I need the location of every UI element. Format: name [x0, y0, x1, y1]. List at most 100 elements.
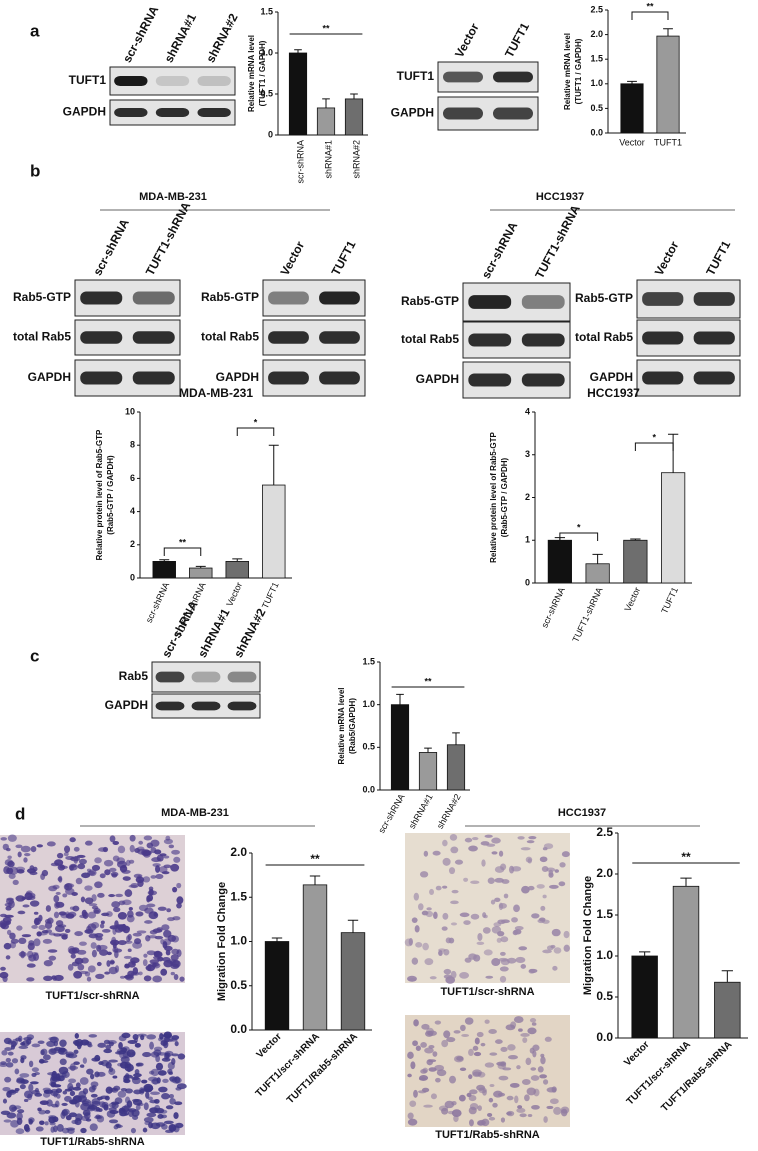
- cell: [0, 1110, 11, 1115]
- cell: [14, 1068, 20, 1075]
- cell: [527, 1114, 533, 1118]
- cell: [478, 1087, 487, 1094]
- error-bar: [294, 49, 302, 53]
- cell: [3, 1119, 12, 1123]
- cell: [454, 859, 464, 865]
- cell: [527, 1027, 537, 1035]
- cell: [434, 1020, 442, 1025]
- cell: [459, 912, 470, 918]
- error-bar: [667, 433, 679, 473]
- blot-band: [191, 701, 221, 711]
- cell: [540, 1056, 546, 1065]
- blot-band: [114, 108, 148, 117]
- cell: [64, 1088, 73, 1092]
- cell: [491, 958, 501, 967]
- row-label: total Rab5: [575, 330, 633, 344]
- cell: [146, 895, 151, 903]
- cell: [45, 929, 53, 934]
- cell: [73, 846, 80, 852]
- cell: [151, 1079, 159, 1085]
- y-tick-label: 0.5: [590, 103, 603, 113]
- cell: [563, 930, 570, 939]
- blot-band: [155, 671, 185, 683]
- cell: [494, 897, 501, 903]
- cell: [31, 952, 39, 956]
- blot-band: [443, 71, 483, 83]
- cell: [449, 1075, 457, 1084]
- cell: [148, 889, 154, 896]
- cell: [170, 971, 175, 976]
- cell: [96, 944, 102, 952]
- cell: [149, 959, 160, 964]
- cell: [473, 954, 481, 962]
- cell: [126, 1049, 136, 1058]
- cell: [114, 1097, 123, 1105]
- cell: [65, 1051, 75, 1056]
- cell: [17, 910, 26, 915]
- cell: [143, 953, 148, 958]
- cell: [142, 1052, 152, 1058]
- significance-label: *: [577, 522, 581, 532]
- cell: [40, 1049, 45, 1056]
- cell: [130, 957, 140, 964]
- cell: [413, 1019, 419, 1027]
- error-bar: [627, 80, 637, 84]
- cell: [461, 1033, 470, 1037]
- y-axis-label: Relative mRNA level: [247, 35, 256, 112]
- cell: [23, 1098, 29, 1103]
- cell: [551, 928, 561, 937]
- cell: [123, 1104, 131, 1112]
- cell: [11, 1038, 18, 1046]
- cell: [511, 917, 518, 923]
- cell: [108, 1102, 117, 1108]
- x-tick-label: Vector: [622, 586, 642, 613]
- cell: [156, 854, 164, 862]
- cell: [99, 949, 109, 956]
- cell: [133, 1089, 142, 1095]
- cell: [82, 1088, 89, 1095]
- cell: [2, 1087, 11, 1092]
- cell: [155, 1062, 164, 1071]
- cell: [522, 1037, 528, 1044]
- cell: [143, 1102, 149, 1111]
- cell: [174, 1041, 179, 1047]
- micrograph-caption: TUFT1/Rab5-shRNA: [40, 1136, 145, 1148]
- cell: [6, 929, 12, 936]
- cell: [18, 1045, 29, 1049]
- cell: [175, 1087, 182, 1091]
- cell: [11, 1058, 19, 1064]
- cell: [449, 833, 458, 841]
- cell: [453, 1030, 461, 1034]
- cell: [52, 1084, 62, 1088]
- cell: [57, 1048, 68, 1055]
- cell: [111, 873, 118, 878]
- cell: [142, 1127, 148, 1133]
- cell: [58, 875, 63, 883]
- x-tick-label: Vector: [224, 581, 244, 608]
- cell: [438, 948, 446, 952]
- x-tick-label: TUFT1: [654, 137, 682, 147]
- cell: [57, 1075, 65, 1082]
- cell: [483, 914, 488, 919]
- cell: [27, 1093, 33, 1101]
- cell: [91, 949, 97, 958]
- cell: [77, 963, 85, 971]
- cell: [72, 1086, 82, 1091]
- cell: [560, 1108, 568, 1117]
- bar: [264, 941, 290, 1031]
- cell: [163, 838, 173, 845]
- cell: [54, 1100, 60, 1108]
- cell: [74, 1033, 79, 1039]
- cell: [447, 1110, 455, 1115]
- cell: [43, 959, 53, 967]
- cell: [16, 1077, 25, 1083]
- cell: [94, 932, 104, 938]
- panel-label: a: [30, 21, 40, 40]
- blot-band: [155, 701, 185, 711]
- lane-label: TUFT1: [329, 238, 359, 278]
- cell: [445, 937, 452, 944]
- cell: [22, 904, 30, 908]
- cell: [162, 941, 168, 949]
- cell: [163, 1040, 169, 1049]
- y-tick-label: 0.5: [596, 989, 613, 1003]
